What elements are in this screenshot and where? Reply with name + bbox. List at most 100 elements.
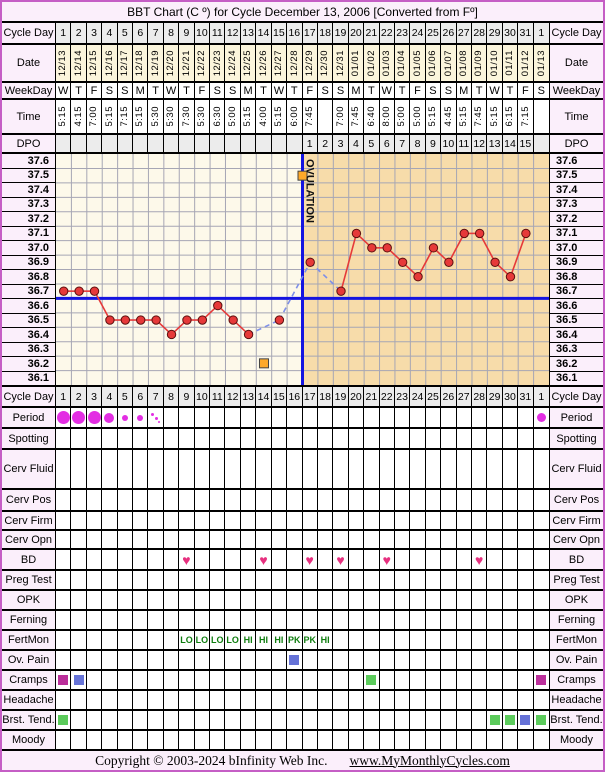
cerv-firm-cell-day-22 [379, 512, 395, 529]
cerv-pos-cell-day-30 [502, 490, 519, 510]
preg-test-cell-day-13 [240, 571, 257, 589]
ov-pain-cell-day-11 [210, 651, 226, 669]
cramps-row: Cramps Cramps [2, 669, 603, 689]
ferning-cell-day-21 [364, 611, 380, 629]
ov-pain-cell-day-25 [425, 651, 442, 669]
ferning-cell-day-31 [518, 611, 534, 629]
cerv-fluid-cell-day-9 [179, 450, 195, 488]
time-cell-day-4: 5:15 [102, 100, 118, 133]
value: 5:15 [458, 106, 470, 127]
cycle-day-top-cell-day-5: 5 [117, 23, 134, 43]
ferning-cell-day-15 [271, 611, 288, 629]
moody-cell-day-30 [502, 731, 519, 749]
preg-test-cell-day-9 [179, 571, 195, 589]
brst-tend-cell-day-21 [364, 711, 380, 729]
cycle-day-top-cell-day-4: 4 [102, 23, 118, 43]
value: 6 [137, 390, 144, 403]
opk-label-left: OPK [2, 591, 56, 609]
brst-tend-cell-day-20 [348, 711, 365, 729]
value: 6:30 [211, 106, 223, 127]
cerv-pos-cell-day-20 [348, 490, 365, 510]
moody-cell-day-3 [86, 731, 103, 749]
headache-cell-day-31 [518, 691, 534, 709]
headache-cell-day-30 [502, 691, 519, 709]
value: 01/12 [519, 49, 531, 77]
ov-pain-cell-day-29 [487, 651, 503, 669]
cerv-fluid-label-right: Cerv Fluid [549, 450, 603, 488]
cerv-opn-cell-day-30 [502, 531, 519, 548]
opk-cell-day-3 [86, 591, 103, 609]
ov-pain-row: Ov. Pain Ov. Pain [2, 649, 603, 669]
bd-cell-day-21 [364, 550, 380, 569]
opk-cell-day-6 [133, 591, 149, 609]
ferning-cell-day-10 [194, 611, 211, 629]
square-green-icon [536, 715, 547, 725]
value: 5:30 [149, 106, 161, 127]
cramps-label-left: Cramps [2, 671, 56, 689]
cerv-pos-cell-day-1 [56, 490, 72, 510]
time-label-right: Time [549, 100, 603, 133]
value: 2 [322, 137, 329, 150]
time-cell-day-10: 5:30 [194, 100, 211, 133]
brst-tend-cell-day-13 [240, 711, 257, 729]
cerv-fluid-cell-day-27 [456, 450, 472, 488]
ferning-cell-day-4 [102, 611, 118, 629]
period-cell-day-18 [317, 408, 334, 427]
y-tick-label: 36.6 [550, 299, 603, 314]
bd-cell-day-8 [163, 550, 180, 569]
bd-cell-day-27 [456, 550, 472, 569]
value: W [58, 84, 69, 97]
preg-test-cell-day-11 [210, 571, 226, 589]
value: 5:15 [134, 106, 146, 127]
date-cell-day-28: 01/09 [471, 45, 488, 81]
cerv-firm-row: Cerv Firm Cerv Firm [2, 510, 603, 529]
moody-cell-day-20 [348, 731, 365, 749]
moody-cell-day-18 [317, 731, 334, 749]
weekday-row: WeekDay W T F S S M T W T F S S M T W T F S S M T W T F S S M T W T F S W… [2, 81, 603, 98]
value: 23 [396, 27, 408, 39]
period-cell-day-6 [133, 408, 149, 427]
preg-test-cell-day-1 [56, 571, 72, 589]
fertmon-row: FertMon LO LO LO LO HI HI HI PK PK HI FertMon [2, 629, 603, 649]
website-link[interactable]: www.MyMonthlyCycles.com [349, 752, 510, 768]
y-tick-label: 37.2 [550, 212, 603, 227]
time-cell-day-2: 4:15 [71, 100, 87, 133]
period-label-right: Period [549, 408, 603, 427]
fertmon-cell-day-11: LO [210, 631, 226, 649]
weekday-cell-day-19: S [333, 83, 349, 98]
preg-test-cell-day-3 [86, 571, 103, 589]
opk-cell-day-18 [317, 591, 334, 609]
value: 15 [519, 137, 532, 150]
value: 5:00 [226, 106, 238, 127]
ov-pain-cell-day-9 [179, 651, 195, 669]
opk-cell-day-17 [302, 591, 318, 609]
value: 5:15 [488, 106, 500, 127]
value: 5:00 [411, 106, 423, 127]
weekday-cell-day-31: F [518, 83, 534, 98]
opk-cell-day-4 [102, 591, 118, 609]
cramps-cell-day-14 [256, 671, 272, 689]
bd-label-right: BD [549, 550, 603, 569]
time-cell-day-19: 7:00 [333, 100, 349, 133]
cerv-opn-cell-day-1 [56, 531, 72, 548]
value: 4 [353, 137, 359, 150]
opk-row: OPK OPK [2, 589, 603, 609]
headache-cell-day-26 [441, 691, 457, 709]
value: 12/27 [273, 49, 285, 77]
fertmon-cell-day-23 [394, 631, 411, 649]
brst-tend-cell-day-25 [425, 711, 442, 729]
spotting-cell-day-29 [487, 429, 503, 448]
brst-tend-cell-day-5 [117, 711, 134, 729]
value: 1 [538, 27, 545, 39]
cerv-firm-cell-day-27 [456, 512, 472, 529]
fertmon-cell-day-2 [71, 631, 87, 649]
preg-test-cell-day-2 [71, 571, 87, 589]
dpo-cell-day-11 [210, 135, 226, 152]
bd-cell-day-32 [533, 550, 549, 569]
value: 12/30 [319, 49, 331, 77]
fertmon-value: HI [258, 635, 268, 645]
cerv-fluid-cell-day-31 [518, 450, 534, 488]
cycle-day-bottom-cell-day-3: 3 [86, 387, 103, 406]
value: 24 [411, 27, 424, 39]
y-axis-right: 37.6 37.5 37.4 37.3 37.2 37.1 37.0 36.9 36.8 36.7… [549, 154, 603, 385]
